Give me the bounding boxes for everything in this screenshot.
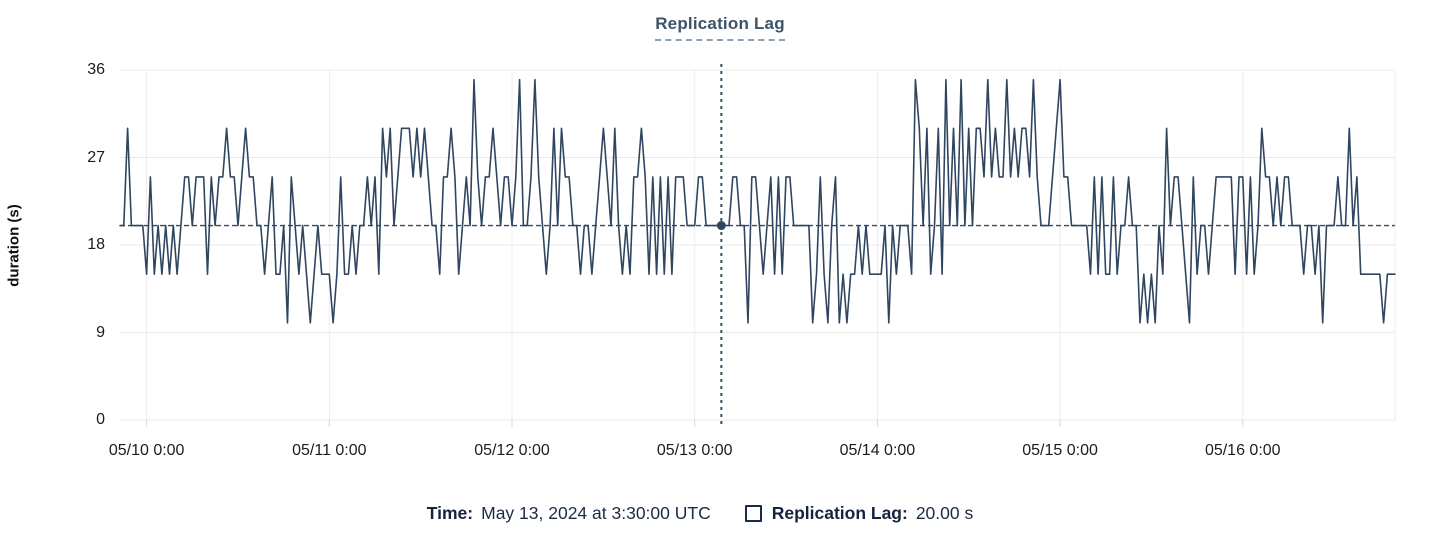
series-swatch-icon <box>744 505 762 522</box>
x-tick-label: 05/15 0:00 <box>1022 442 1098 459</box>
chart-footer: Time: May 13, 2024 at 3:30:00 UTC Replic… <box>0 503 1400 524</box>
time-label: Time: <box>426 503 474 523</box>
x-tick-label: 05/16 0:00 <box>1204 442 1281 459</box>
crosshair-time-readout: Time: May 13, 2024 at 3:30:00 UTC <box>427 503 711 524</box>
crosshair-point <box>716 221 726 231</box>
series-value: 20.00 s <box>915 503 974 523</box>
chart-title[interactable]: Replication Lag <box>655 14 785 41</box>
y-tick-label: 18 <box>87 236 105 253</box>
x-tick-label: 05/11 0:00 <box>292 442 367 459</box>
chart-title-row: Replication Lag <box>0 14 1440 41</box>
y-axis-title: duration (s) <box>5 204 23 287</box>
legend-item-replication-lag[interactable]: Replication Lag: 20.00 s <box>744 503 974 524</box>
x-tick-label: 05/10 0:00 <box>108 442 185 459</box>
y-tick-label: 27 <box>87 148 105 166</box>
y-tick-label: 9 <box>96 323 105 341</box>
chart-canvas[interactable] <box>0 0 1440 470</box>
y-tick-label: 36 <box>87 61 105 78</box>
x-tick-label: 05/12 0:00 <box>474 442 550 459</box>
y-tick-label: 0 <box>96 411 105 428</box>
x-tick-label: 05/14 0:00 <box>839 442 916 459</box>
series-line-replication-lag <box>119 78 1396 324</box>
series-label: Replication Lag: <box>771 503 908 523</box>
time-value: May 13, 2024 at 3:30:00 UTC <box>481 503 711 523</box>
x-tick-label: 05/13 0:00 <box>656 442 733 459</box>
